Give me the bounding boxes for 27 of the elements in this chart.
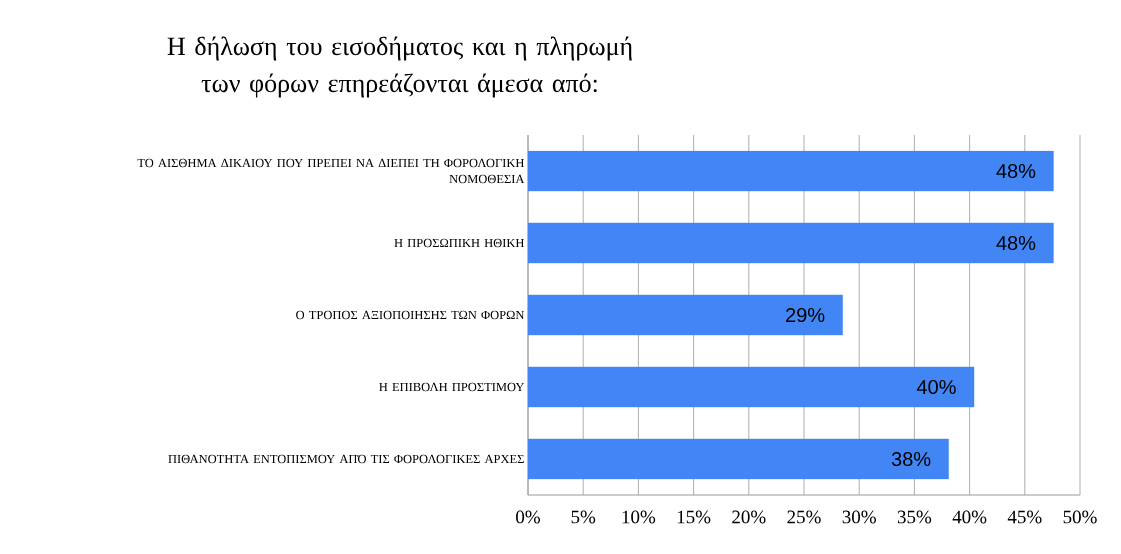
y-tick-label: Η ΠΡΟΣΩΠΙΚΗ ΗΘΙΚΗ [394,238,525,248]
x-tick-label: 20% [732,510,766,524]
x-tick-label: 40% [952,510,987,524]
x-tick-label: 25% [787,510,821,524]
x-tick-label: 50% [1063,510,1097,524]
bar [528,222,1054,264]
y-tick-label: Ο ΤΡΟΠΟΣ ΑΞΙΟΠΟΙΗΣΗΣ ΤΩΝ ΦΟΡΩΝ [296,310,525,320]
bar [528,438,949,480]
x-tick-label: 5% [571,510,596,524]
x-tick-label: 0% [516,510,540,524]
y-tick-label: Η ΕΠΙΒΟΛΗ ΠΡΟΣΤΙΜΟΥ [379,382,525,392]
x-tick-label: 10% [622,510,656,524]
bar [528,150,1054,192]
x-tick-label: 35% [897,510,932,524]
bar [528,294,843,336]
bar [528,366,975,408]
chart-title: Η δήλωση του εισοδήματος και η πληρωμή των φόρων επηρεάζονται άμεσα από: [167,36,632,98]
y-tick-label: ΠΙΘΑΝΟΤΗΤΑ ΕΝΤΟΠΙΣΜΟΥ ΑΠΌ ΤΙΣ ΦΟΡΟΛΟΓΙΚΕΣ ΑΡΧΕΣ [168,454,524,464]
x-tick-label: 45% [1007,510,1042,524]
data-label: 29% [786,307,825,323]
x-tick-label: 15% [677,510,711,524]
data-label: 48% [996,235,1036,251]
y-tick-label: ΤΟ ΑΙΣΘΗΜΑ ΔΙΚΑΙΟΥ ΠΟΥ ΠΡΕΠΕΙ ΝΑ ΔΙΕΠΕΙ ΤΗ ΦΟΡΟΛΟΓΙΚΗ ΝΟΜΟΘΕΣΙΑ [137,158,525,184]
x-tick-label: 30% [842,510,876,524]
data-label: 48% [996,163,1036,179]
data-label: 38% [891,451,931,467]
data-label: 40% [916,379,956,395]
